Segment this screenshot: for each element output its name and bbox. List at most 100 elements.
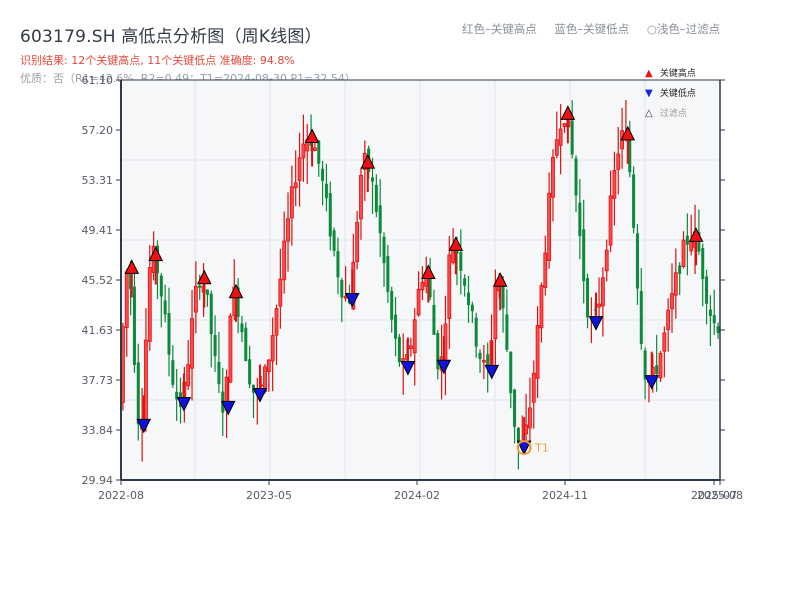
candle-body-up xyxy=(658,352,663,379)
candle-body-up xyxy=(539,285,544,329)
candle-body-down xyxy=(397,336,401,363)
candle-body-down xyxy=(463,278,467,286)
color-key-light: ○浅色–过滤点 xyxy=(646,22,721,36)
candle-body-down xyxy=(213,334,217,357)
candle-body-down xyxy=(655,365,659,375)
candle-body-down xyxy=(159,275,163,297)
chart-title: 603179.SH 高低点分析图（周K线图） xyxy=(20,27,322,47)
candle-body-down xyxy=(374,185,378,212)
key-high-marker xyxy=(688,227,704,242)
color-key-red: 红色–关键高点 xyxy=(462,22,537,36)
color-key: 红色–关键高点 蓝色–关键低点 ○浅色–过滤点 xyxy=(462,21,720,37)
key-low-marker xyxy=(436,359,452,375)
x-tick-label: 2025-07 xyxy=(691,489,737,502)
candle-body-down xyxy=(167,313,171,355)
candle-body-up xyxy=(409,345,413,349)
key-high-marker xyxy=(492,272,508,287)
candle-body-up xyxy=(228,315,233,383)
triangle-up-icon: ▲ xyxy=(645,68,653,79)
candle-body-down xyxy=(171,360,175,385)
candle-body-down xyxy=(390,290,394,320)
candle-body-down xyxy=(639,291,643,344)
candle-body-up xyxy=(562,123,567,128)
key-low-marker xyxy=(400,361,416,376)
candle-body-up xyxy=(597,303,601,308)
candle-body-down xyxy=(209,293,213,335)
key-high-marker xyxy=(448,236,464,251)
key-low-marker xyxy=(252,388,268,403)
key-low-marker xyxy=(220,400,236,416)
candle-body-down xyxy=(685,235,689,245)
candle-body-down xyxy=(240,323,244,333)
candle-body-down xyxy=(205,289,209,295)
y-tick-label: 29.94 xyxy=(82,474,114,487)
key-low-marker xyxy=(644,375,660,390)
candle-body-up xyxy=(481,359,486,363)
candle-body-down xyxy=(198,285,202,288)
candle-body-down xyxy=(701,248,705,280)
candle-body-up xyxy=(608,195,613,246)
candle-body-down xyxy=(628,133,632,173)
candle-body-up xyxy=(186,364,191,387)
candle-body-down xyxy=(712,315,716,324)
candle-body-down xyxy=(332,230,336,251)
candle-body-up xyxy=(689,241,694,252)
candle-body-up xyxy=(124,271,129,328)
key-high-marker xyxy=(560,105,576,120)
candle-body-up xyxy=(301,143,306,159)
candle-body-down xyxy=(248,359,252,385)
candle-body-up xyxy=(535,324,540,379)
candle-body-up xyxy=(274,308,279,336)
candle-body-down xyxy=(466,292,470,306)
candle-body-up xyxy=(359,174,363,220)
candle-body-down xyxy=(236,287,240,317)
candle-body-down xyxy=(635,233,639,289)
candle-body-down xyxy=(336,251,340,278)
key-low-marker xyxy=(344,293,360,308)
candle-body-up xyxy=(313,147,317,151)
candle-body-down xyxy=(516,427,520,444)
key-point-markers: T1 xyxy=(124,105,704,456)
key-high-marker xyxy=(620,125,636,141)
grid-lines xyxy=(121,80,720,480)
candle-body-up xyxy=(662,332,667,352)
key-low-marker xyxy=(136,418,152,434)
legend-label: 关键低点 xyxy=(659,89,696,99)
candle-body-up xyxy=(282,240,287,281)
y-tick-label: 49.41 xyxy=(82,224,114,237)
candle-body-down xyxy=(632,174,636,228)
candle-body-up xyxy=(551,156,555,198)
candle-body-down xyxy=(244,327,248,362)
candle-body-up xyxy=(543,252,548,288)
candle-body-up xyxy=(493,284,498,340)
candle-body-down xyxy=(697,232,701,252)
y-tick-label: 37.73 xyxy=(82,374,114,387)
x-tick-label: 2023-05 xyxy=(246,489,292,502)
candle-body-down xyxy=(582,229,586,282)
candle-body-up xyxy=(447,254,452,319)
candle-body-up xyxy=(147,267,152,342)
candle-body-up xyxy=(263,366,267,392)
t1-label: T1 xyxy=(534,442,549,455)
y-tick-label: 41.63 xyxy=(82,324,114,337)
key-high-marker xyxy=(196,269,212,285)
candle-body-up xyxy=(673,272,678,296)
x-tick-label: 2025-08 xyxy=(697,489,743,502)
candle-body-down xyxy=(328,193,332,237)
x-tick-label: 2024-02 xyxy=(394,489,440,502)
candle-body-up xyxy=(547,192,552,261)
result-summary: 识别结果: 12个关键高点, 11个关键低点 准确度: 94.8% xyxy=(20,54,295,67)
candle-body-up xyxy=(420,281,425,291)
candle-body-down xyxy=(643,350,647,380)
candle-body-up xyxy=(416,288,421,316)
key-low-marker xyxy=(484,364,500,380)
candle-body-up xyxy=(531,372,536,403)
candle-body-up xyxy=(528,407,532,429)
key-high-marker xyxy=(228,283,244,299)
candle-body-down xyxy=(428,274,432,298)
key-high-marker xyxy=(304,128,320,143)
legend-label: 过滤点 xyxy=(659,109,687,119)
candle-body-down xyxy=(586,278,590,318)
candle-body-down xyxy=(708,309,712,316)
